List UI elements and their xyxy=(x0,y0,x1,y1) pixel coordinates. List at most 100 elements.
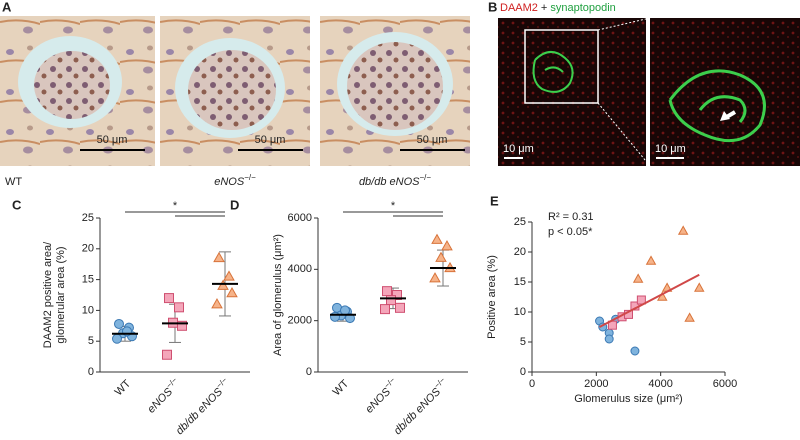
data-point xyxy=(441,240,453,251)
y-tick-label: 4000 xyxy=(288,263,312,275)
data-point xyxy=(392,290,402,300)
data-point xyxy=(211,298,223,309)
x-tick-label: db/db eNOS−/− xyxy=(172,375,234,437)
fit-line xyxy=(599,273,700,328)
x-tick-label: WT xyxy=(331,377,352,398)
label-sup: −/− xyxy=(244,173,256,182)
data-point xyxy=(112,333,122,344)
x-tick-label: 2000 xyxy=(584,378,608,390)
data-point xyxy=(382,286,392,297)
data-point xyxy=(174,302,184,313)
data-point xyxy=(162,349,172,360)
image-label: db/db eNOS−/− xyxy=(359,173,431,188)
y-tick-label: 10 xyxy=(82,304,94,316)
scale-label: 50 μm xyxy=(417,134,448,146)
data-point xyxy=(177,320,187,331)
y-axis-label: glomerular area (%) xyxy=(55,246,67,343)
y-tick-label: 15 xyxy=(82,274,94,286)
x-tick-label: eNOS−/− xyxy=(143,375,183,415)
micrograph xyxy=(160,16,310,166)
x-tick-label: 4000 xyxy=(648,378,672,390)
label-sup: −/− xyxy=(419,173,431,182)
data-point xyxy=(340,305,350,316)
y-tick-label: 5 xyxy=(88,335,94,347)
data-point xyxy=(330,311,340,322)
y-tick-label: 20 xyxy=(514,246,526,258)
panel-letter: C xyxy=(12,197,22,212)
label-text: WT xyxy=(5,176,22,188)
y-tick-label: 10 xyxy=(514,306,526,318)
annotation: R² = 0.31 xyxy=(548,211,594,223)
y-tick-label: 5 xyxy=(520,336,526,348)
data-point xyxy=(630,346,640,356)
y-axis-label: Area of glomerulus (μm²) xyxy=(272,234,284,356)
data-point xyxy=(431,233,443,244)
data-point xyxy=(684,312,695,322)
plus: + xyxy=(541,2,547,14)
data-point xyxy=(429,272,441,283)
stain-title: DAAM2 + synaptopodin xyxy=(500,2,616,14)
fluorescence-zoom xyxy=(650,18,800,166)
micrograph xyxy=(320,16,470,166)
image-label: eNOS−/− xyxy=(214,173,256,188)
sig-star: * xyxy=(173,200,178,212)
stain: DAAM2 xyxy=(500,2,538,14)
x-tick-label: 6000 xyxy=(713,378,737,390)
data-point xyxy=(226,286,238,298)
y-tick-label: 0 xyxy=(88,366,94,378)
panel-letter: B xyxy=(488,0,497,14)
data-point xyxy=(223,270,235,281)
data-point xyxy=(380,304,390,315)
scale-label: 50 μm xyxy=(255,134,286,146)
data-point xyxy=(345,313,355,324)
x-tick-label: 0 xyxy=(529,378,535,390)
label-text: db/db eNOS xyxy=(392,385,444,437)
data-point xyxy=(435,251,447,262)
scale-label: 10 μm xyxy=(655,143,686,155)
y-tick-label: 2000 xyxy=(288,315,312,327)
y-tick-label: 20 xyxy=(82,243,94,255)
y-tick-label: 25 xyxy=(82,212,94,224)
scale-label: 10 μm xyxy=(503,143,534,155)
x-tick-label: db/db eNOS−/− xyxy=(390,375,452,437)
label-text: db/db eNOS xyxy=(174,385,226,437)
label-text: WT xyxy=(113,377,134,398)
data-point xyxy=(217,279,229,290)
data-point xyxy=(677,225,689,235)
label-text: db/db eNOS xyxy=(359,176,420,188)
fluorescence-image xyxy=(498,18,646,166)
data-point xyxy=(164,293,174,304)
data-point xyxy=(694,282,705,292)
annotation: p < 0.05* xyxy=(548,226,593,238)
stain: synaptopodin xyxy=(550,2,615,14)
y-tick-label: 25 xyxy=(514,216,526,228)
panel-letter: E xyxy=(490,193,499,208)
sig-star: * xyxy=(391,200,396,212)
data-point xyxy=(386,295,396,306)
data-point xyxy=(604,334,614,344)
scale-label: 50 μm xyxy=(97,134,128,146)
panel-letter: A xyxy=(2,0,12,14)
data-point xyxy=(632,273,644,283)
x-axis-label: Glomerulus size (μm²) xyxy=(574,393,682,405)
x-tick-label: WT xyxy=(113,377,134,398)
panel-letter: D xyxy=(230,197,239,212)
y-tick-label: 0 xyxy=(306,366,312,378)
data-point xyxy=(645,255,657,265)
data-point xyxy=(395,302,405,313)
data-point xyxy=(114,318,124,329)
y-tick-label: 15 xyxy=(514,276,526,288)
y-axis-label: DAAM2 positive area/ xyxy=(42,241,54,348)
micrograph xyxy=(0,16,155,166)
y-tick-label: 0 xyxy=(520,366,526,378)
y-tick-label: 6000 xyxy=(288,212,312,224)
y-axis-label: Positive area (%) xyxy=(486,255,498,339)
dot-plot: C 0 5 10 15 20 25 DAAM2 positive area/glomerula… xyxy=(12,197,250,437)
x-tick-label: eNOS−/− xyxy=(361,375,401,415)
dot-plot: D 0 2000 4000 6000 Area of glomerulus (μm²) WT… xyxy=(230,197,468,437)
image-label: WT xyxy=(5,176,22,188)
scatter-plot: E 0 5 10 15 20 25 Positive area (%) 0 2000 4000 600… xyxy=(486,193,737,404)
label-text: eNOS xyxy=(214,176,245,188)
data-point xyxy=(213,251,225,263)
